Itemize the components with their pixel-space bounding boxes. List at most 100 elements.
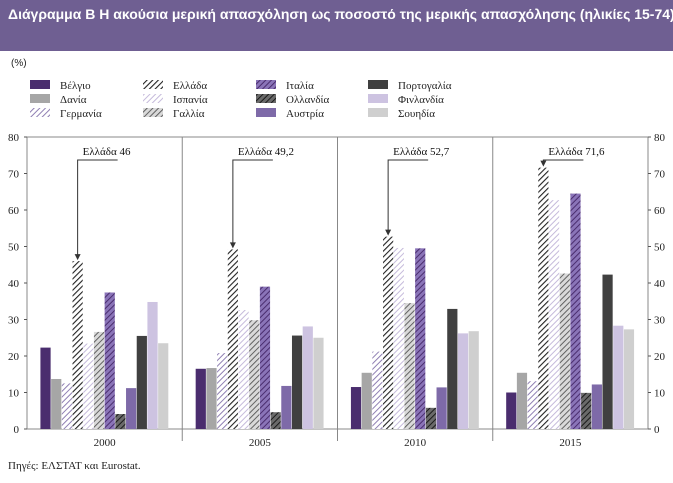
bar-ελλάδα-2010 bbox=[383, 236, 394, 429]
plot-area: 0 0 10 10 20 20 30 30 40 40 50 50 60 60 70 70 80 80 2000 20… bbox=[8, 132, 666, 449]
legend-swatch-βέλγιο bbox=[30, 80, 50, 89]
chart-title: Διάγραμμα Β Η ακούσια μερική απασχόληση … bbox=[8, 6, 673, 22]
legend-swatch-ισπανία bbox=[143, 94, 163, 103]
source-note: Πηγές: ΕΛΣΤΑΤ και Eurostat. bbox=[8, 460, 141, 472]
annotation-leader-2015 bbox=[542, 159, 584, 164]
legend-label-δανία: Δανία bbox=[60, 94, 87, 106]
bar-ολλανδία-2015 bbox=[581, 392, 592, 429]
bar-ολλανδία-2010 bbox=[425, 407, 437, 429]
y-tick-label-left: 50 bbox=[8, 242, 20, 254]
annotation-label-2010: Ελλάδα 52,7 bbox=[393, 146, 450, 158]
legend-label-ολλανδία: Ολλανδία bbox=[286, 94, 329, 106]
y-tick-label-right: 40 bbox=[654, 278, 666, 290]
legend-swatch-σουηδία bbox=[368, 108, 388, 117]
bar-φινλανδία-2015 bbox=[613, 325, 624, 429]
legend-swatch-γαλλία bbox=[143, 108, 163, 117]
bar-φινλανδία-2000 bbox=[147, 301, 158, 429]
bar-γαλλία-2005 bbox=[249, 320, 260, 429]
bar-ελλάδα-2000 bbox=[72, 261, 83, 429]
bar-γερμανία-2000 bbox=[61, 383, 73, 429]
annotation-label-2005: Ελλάδα 49,2 bbox=[238, 146, 294, 158]
bar-φινλανδία-2005 bbox=[302, 326, 313, 429]
x-tick-label-2000: 2000 bbox=[94, 437, 117, 449]
legend-label-βέλγιο: Βέλγιο bbox=[60, 80, 91, 92]
y-tick-label-left: 80 bbox=[8, 132, 20, 144]
bar-ολλανδία-2005 bbox=[270, 412, 281, 429]
y-tick-label-left: 70 bbox=[8, 169, 20, 181]
bar-ισπανία-2015 bbox=[548, 200, 560, 429]
annotation-label-2015: Ελλάδα 71,6 bbox=[548, 146, 605, 158]
bar-ισπανία-2000 bbox=[83, 343, 94, 429]
legend-label-γερμανία: Γερμανία bbox=[60, 108, 102, 120]
bar-σουηδία-2010 bbox=[468, 331, 479, 429]
legend-label-γαλλία: Γαλλία bbox=[173, 108, 205, 120]
legend-label-σουηδία: Σουηδία bbox=[398, 108, 435, 120]
title-bar: Διάγραμμα Β Η ακούσια μερική απασχόληση … bbox=[0, 0, 673, 51]
y-axis-label: (%) bbox=[11, 58, 27, 69]
bar-αυστρία-2010 bbox=[436, 387, 447, 429]
legend-label-φινλανδία: Φινλανδία bbox=[398, 94, 444, 106]
bar-αυστρία-2015 bbox=[591, 384, 602, 429]
bar-σουηδία-2000 bbox=[158, 343, 169, 429]
bar-αυστρία-2005 bbox=[281, 385, 292, 429]
bar-γαλλία-2000 bbox=[93, 331, 105, 429]
y-tick-label-left: 10 bbox=[8, 388, 20, 400]
annotation-leader-2010 bbox=[387, 159, 429, 233]
bar-γαλλία-2015 bbox=[559, 273, 570, 429]
y-tick-label-right: 70 bbox=[654, 169, 666, 181]
bar-γερμανία-2010 bbox=[372, 351, 383, 429]
y-tick-label-left: 40 bbox=[8, 278, 20, 290]
bar-γερμανία-2015 bbox=[527, 381, 538, 429]
bar-πορτογαλία-2010 bbox=[447, 308, 458, 429]
y-tick-label-right: 60 bbox=[654, 205, 666, 217]
bar-ολλανδία-2000 bbox=[115, 414, 126, 429]
bar-βέλγιο-2010 bbox=[350, 387, 362, 429]
annotation-arrowhead-2000 bbox=[74, 254, 81, 261]
legend-swatch-δανία bbox=[30, 94, 50, 103]
legend-swatch-ελλάδα bbox=[143, 80, 163, 89]
annotation-arrowhead-2015 bbox=[540, 160, 547, 167]
y-tick-label-right: 80 bbox=[654, 132, 666, 144]
annotation-leader-2000 bbox=[77, 159, 118, 258]
legend-label-πορτογαλία: Πορτογαλία bbox=[398, 80, 452, 92]
bar-πορτογαλία-2005 bbox=[291, 335, 303, 429]
y-tick-label-right: 30 bbox=[654, 315, 666, 327]
x-tick-label-2005: 2005 bbox=[249, 437, 272, 449]
bar-πορτογαλία-2000 bbox=[136, 335, 147, 429]
legend-swatch-πορτογαλία bbox=[368, 80, 388, 89]
y-tick-label-left: 0 bbox=[14, 424, 20, 436]
bar-αυστρία-2000 bbox=[126, 388, 137, 429]
y-tick-label-right: 50 bbox=[654, 242, 666, 254]
bar-ιταλία-2005 bbox=[259, 286, 271, 429]
legend-label-ισπανία: Ισπανία bbox=[173, 94, 208, 106]
legend-label-ιταλία: Ιταλία bbox=[286, 80, 314, 92]
y-tick-label-left: 30 bbox=[8, 315, 20, 327]
y-tick-label-right: 10 bbox=[654, 388, 666, 400]
legend-swatch-ολλανδία bbox=[256, 94, 276, 103]
bar-ιταλία-2010 bbox=[415, 248, 426, 429]
x-tick-label-2010: 2010 bbox=[404, 437, 427, 449]
legend-swatch-αυστρία bbox=[256, 108, 276, 117]
annotation-arrowhead-2010 bbox=[385, 229, 392, 236]
legend: Βέλγιο Δανία Γερμανία Ελλάδα Ισπανία Γαλλία Ιτ… bbox=[30, 80, 452, 120]
bar-βέλγιο-2015 bbox=[506, 392, 517, 429]
bar-ελλάδα-2015 bbox=[538, 167, 549, 429]
annotation-label-2000: Ελλάδα 46 bbox=[83, 146, 131, 158]
y-tick-label-left: 60 bbox=[8, 205, 20, 217]
bar-βέλγιο-2005 bbox=[195, 368, 206, 429]
bar-φινλανδία-2010 bbox=[457, 333, 469, 429]
bar-γαλλία-2010 bbox=[404, 303, 415, 429]
bar-σουηδία-2015 bbox=[623, 329, 635, 429]
bar-δανία-2000 bbox=[51, 378, 62, 429]
chart: Βέλγιο Δανία Γερμανία Ελλάδα Ισπανία Γαλλία Ιτ… bbox=[8, 58, 666, 449]
legend-swatch-γερμανία bbox=[30, 108, 50, 117]
bar-ελλάδα-2005 bbox=[227, 249, 238, 429]
legend-label-ελλάδα: Ελλάδα bbox=[173, 80, 207, 92]
bar-ιταλία-2015 bbox=[570, 193, 581, 429]
bar-δανία-2010 bbox=[361, 372, 372, 429]
bar-ιταλία-2000 bbox=[104, 292, 115, 429]
x-tick-label-2015: 2015 bbox=[559, 437, 582, 449]
bar-ισπανία-2005 bbox=[238, 310, 249, 429]
bar-δανία-2015 bbox=[516, 372, 528, 429]
annotation-leader-2005 bbox=[232, 159, 273, 246]
